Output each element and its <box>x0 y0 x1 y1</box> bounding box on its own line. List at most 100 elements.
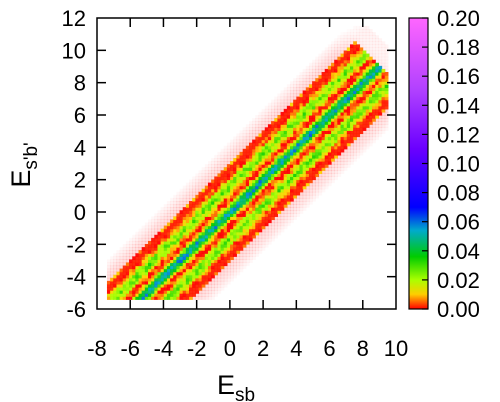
heat-cell <box>293 216 297 221</box>
heat-cell <box>248 161 253 165</box>
heat-cell <box>340 50 345 55</box>
heat-cell <box>195 287 200 291</box>
heat-cell <box>113 274 118 279</box>
heat-cell <box>185 250 190 254</box>
heat-cell <box>353 87 357 92</box>
heat-cell <box>223 277 228 282</box>
heat-cell <box>163 296 168 300</box>
heat-cell <box>154 287 159 291</box>
heat-cell <box>334 139 338 144</box>
heat-cell <box>135 250 140 254</box>
heat-cell <box>359 136 364 141</box>
heat-cell <box>125 262 130 267</box>
heat-cell <box>337 170 342 174</box>
heat-cell <box>214 201 219 205</box>
heat-cell <box>305 185 310 190</box>
heat-cell <box>356 151 361 156</box>
heat-cell <box>151 290 155 294</box>
heat-cell <box>290 148 294 153</box>
heat-cell <box>204 268 209 273</box>
heat-cell <box>132 293 136 297</box>
heat-cell <box>356 102 361 107</box>
heat-cell <box>170 283 174 288</box>
heat-cell <box>144 280 149 285</box>
heat-cell <box>283 191 288 196</box>
heat-cell <box>315 59 320 64</box>
heat-cell <box>176 253 181 257</box>
heat-cell <box>267 228 272 233</box>
heat-cell <box>151 216 155 221</box>
heat-cell <box>122 268 127 273</box>
heat-cell <box>286 136 291 141</box>
heat-cell <box>327 53 332 58</box>
heat-cell <box>166 247 171 251</box>
heat-cell <box>242 130 247 135</box>
heat-cell <box>334 145 338 150</box>
heat-cell <box>324 102 329 107</box>
heat-cell <box>233 139 237 144</box>
heat-cell <box>129 280 133 285</box>
heat-cell <box>166 256 171 260</box>
heat-cell <box>151 222 155 227</box>
heat-cell <box>198 247 203 251</box>
heat-cell <box>346 59 351 64</box>
heat-cell <box>204 259 209 264</box>
heat-cell <box>242 136 247 141</box>
heat-cell <box>277 197 282 202</box>
heat-cell <box>362 75 367 79</box>
heat-cell <box>340 111 345 116</box>
heat-cell <box>242 231 247 236</box>
heat-cell <box>198 268 203 273</box>
heat-cell <box>182 201 187 205</box>
heat-cell <box>236 154 241 159</box>
heat-cell <box>362 96 367 101</box>
heat-cell <box>226 234 231 239</box>
heat-cell <box>141 244 146 248</box>
heat-cell <box>236 173 241 178</box>
heat-cell <box>353 121 357 125</box>
heat-cell <box>204 179 209 184</box>
heat-cell <box>245 127 250 131</box>
heat-cell <box>315 130 320 135</box>
heat-cell <box>239 176 244 181</box>
heat-cell <box>242 228 247 233</box>
heat-cell <box>211 271 215 276</box>
heat-cell <box>138 293 143 297</box>
heat-cell <box>286 219 291 224</box>
heat-cell <box>327 56 332 61</box>
heat-cell <box>125 287 130 291</box>
heat-cell <box>271 111 275 116</box>
heat-cell <box>255 167 260 171</box>
heat-cell <box>327 96 332 101</box>
heat-cell <box>327 121 332 125</box>
heat-cell <box>189 210 193 214</box>
heat-cell <box>349 130 354 135</box>
heat-cell <box>110 259 114 264</box>
heat-cell <box>242 222 247 227</box>
heat-cell <box>220 287 225 291</box>
heat-cell <box>286 197 291 202</box>
heat-cell <box>236 244 241 248</box>
heat-cell <box>261 228 266 233</box>
heat-cell <box>384 127 389 131</box>
heat-cell <box>321 84 326 88</box>
heat-cell <box>151 219 155 224</box>
heat-cell <box>176 234 181 239</box>
heat-cell <box>327 99 332 104</box>
heat-cell <box>239 240 244 245</box>
heat-cell <box>110 293 114 297</box>
heat-cell <box>299 182 304 187</box>
heat-cell <box>302 194 307 199</box>
heat-cell <box>198 274 203 279</box>
heat-cell <box>214 170 219 174</box>
heat-cell <box>343 44 348 49</box>
heat-cell <box>327 115 332 119</box>
heat-cell <box>334 148 338 153</box>
heat-cell <box>214 244 219 248</box>
heat-cell <box>305 191 310 196</box>
heat-cell <box>353 148 357 153</box>
heat-cell <box>230 237 234 242</box>
heat-cell <box>179 274 184 279</box>
heat-cell <box>340 136 345 141</box>
heat-cell <box>321 142 326 147</box>
